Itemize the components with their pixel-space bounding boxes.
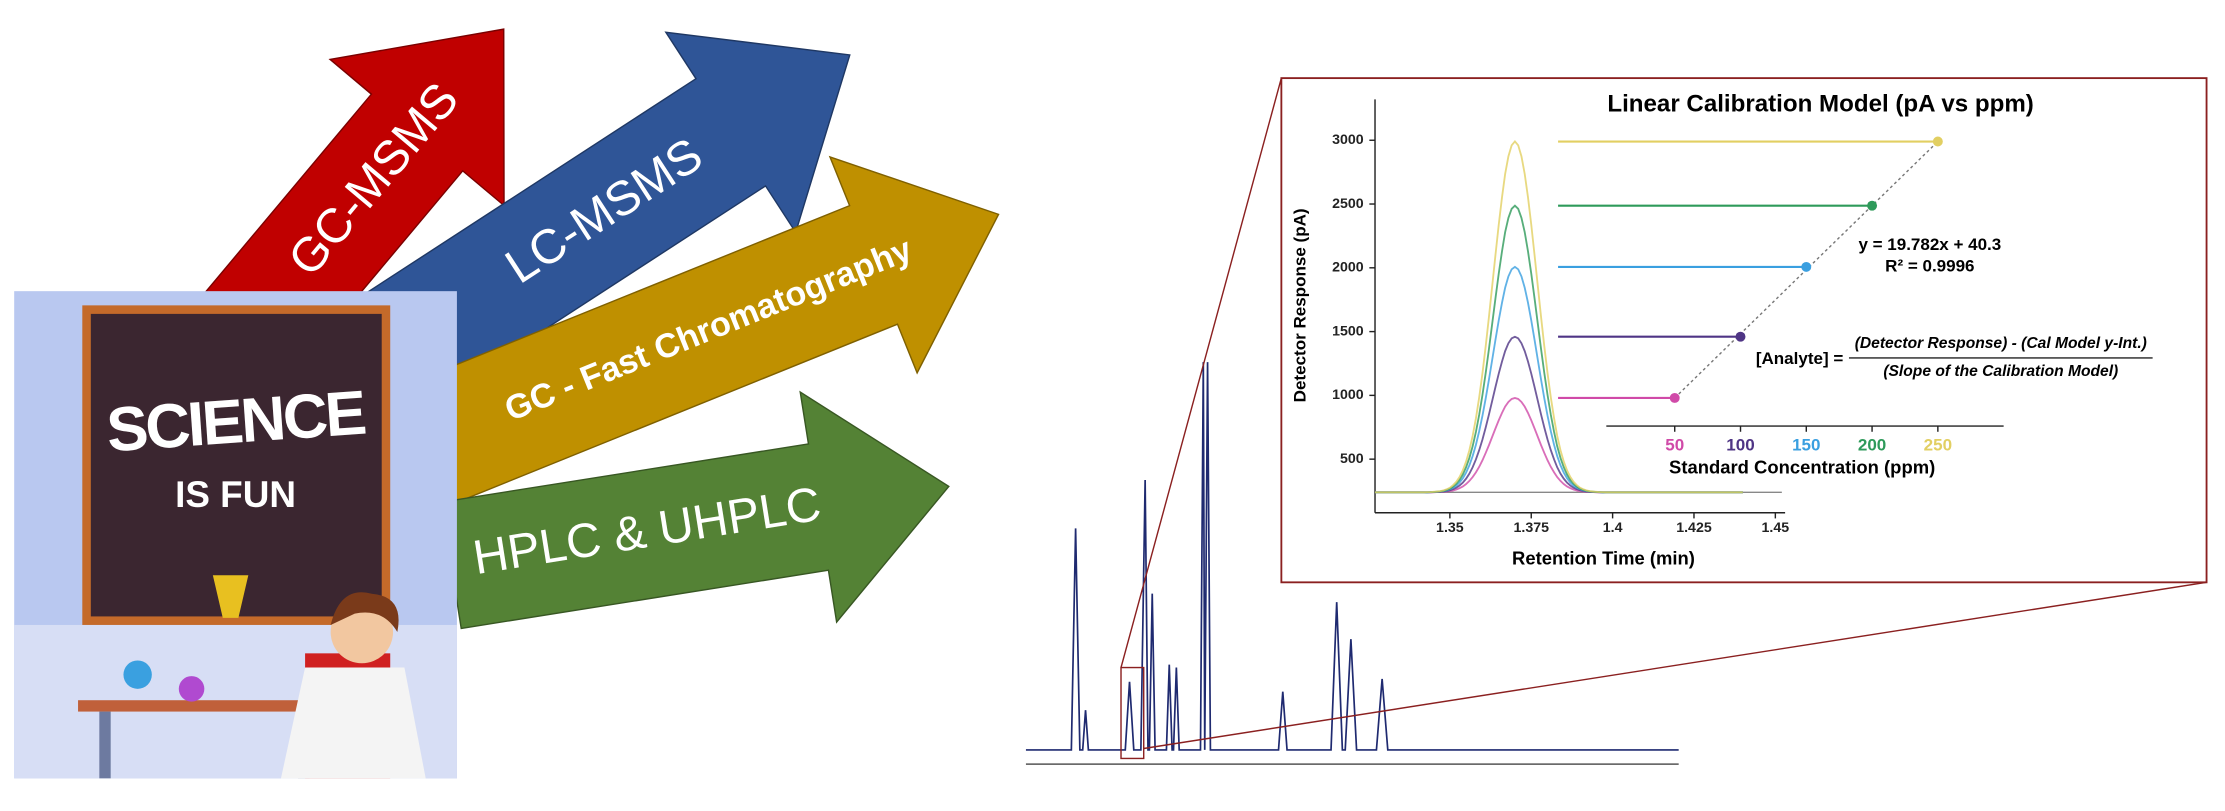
x-axis-label: Retention Time (min) (1512, 547, 1695, 568)
x2-axis-label: Standard Concentration (ppm) (1669, 457, 1935, 478)
r-squared: R² = 0.9996 (1885, 257, 1974, 276)
calibration-point (1932, 136, 1943, 147)
poster-text: IS FUN (175, 474, 296, 515)
chart-title: Linear Calibration Model (pA vs ppm) (1607, 90, 2033, 117)
x-tick-label: 1.4 (1603, 520, 1623, 536)
x-tick-label: 1.35 (1436, 520, 1464, 536)
x-tick-label: 1.425 (1676, 520, 1712, 536)
y-tick-label: 2000 (1332, 260, 1364, 276)
formula-denominator: (Slope of the Calibration Model) (1883, 363, 2118, 380)
arrow-hplc: HPLC & UHPLC (440, 390, 950, 630)
y-tick-label: 2500 (1332, 196, 1364, 212)
calibration-chart: Linear Calibration Model (pA vs ppm) Det… (1291, 90, 2153, 568)
x2-tick-label: 50 (1665, 435, 1684, 454)
y-tick-label: 3000 (1332, 132, 1364, 148)
calibration-point (1867, 200, 1878, 211)
x-tick-label: 1.375 (1513, 520, 1549, 536)
peak (1375, 140, 1743, 494)
calibration-point (1801, 261, 1812, 272)
chromatogram (1025, 77, 2207, 765)
x-tick-label: 1.45 (1762, 520, 1790, 536)
equation: y = 19.782x + 40.3 (1858, 235, 2001, 254)
x2-tick-label: 150 (1792, 435, 1820, 454)
science-illustration: SCIENCE IS FUN (14, 291, 457, 779)
calibration-point (1669, 392, 1680, 403)
y-tick-label: 1000 (1332, 387, 1364, 403)
x2-tick-label: 100 (1726, 435, 1754, 454)
y-tick-label: 500 (1340, 451, 1364, 467)
y-tick-label: 1500 (1332, 323, 1364, 339)
x2-tick-label: 200 (1858, 435, 1886, 454)
y-axis-label: Detector Response (pA) (1291, 208, 1310, 402)
calibration-point (1735, 331, 1746, 342)
formula-numerator: (Detector Response) - (Cal Model y-Int.) (1855, 335, 2147, 352)
x2-tick-label: 250 (1924, 435, 1952, 454)
formula-left: [Analyte] = (1756, 349, 1843, 368)
